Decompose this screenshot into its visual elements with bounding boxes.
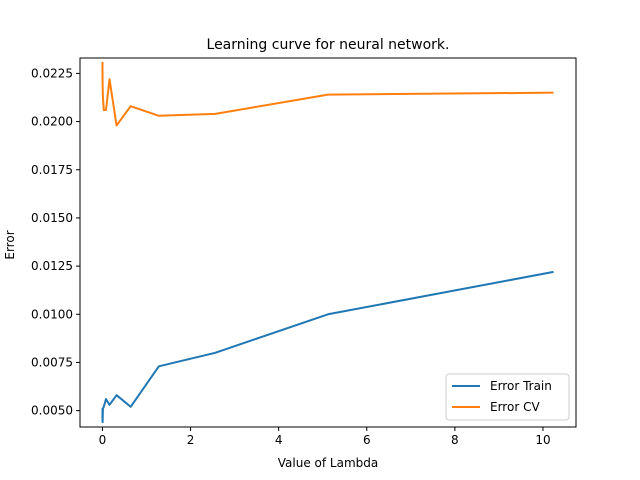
- chart-title: Learning curve for neural network.: [207, 37, 450, 53]
- x-tick-label: 4: [275, 433, 283, 447]
- ticks-layer: 0 2 4 6 8 10 0.0050 0.0075 0.0100 0.0125 0.0150 0.0…: [31, 66, 551, 447]
- x-tick-label: 10: [535, 433, 550, 447]
- legend-label-error-cv: Error CV: [490, 400, 540, 414]
- x-axis-label: Value of Lambda: [278, 456, 378, 470]
- y-tick-label: 0.0150: [31, 211, 73, 225]
- legend: Error Train Error CV: [445, 373, 570, 421]
- x-tick-label: 2: [187, 433, 195, 447]
- legend-label-error-train: Error Train: [490, 379, 552, 393]
- y-tick-label: 0.0225: [31, 66, 73, 80]
- x-tick-label: 6: [363, 433, 371, 447]
- x-tick-label: 0: [99, 433, 107, 447]
- series-line-error-cv: [101, 61, 554, 127]
- series-layer: [101, 61, 554, 424]
- y-tick-label: 0.0175: [31, 163, 73, 177]
- y-tick-label: 0.0050: [31, 404, 73, 418]
- x-tick-label: 8: [451, 433, 459, 447]
- y-tick-label: 0.0125: [31, 259, 73, 273]
- series-line-error-train: [101, 270, 554, 424]
- y-axis-label: Error: [3, 230, 17, 259]
- y-tick-label: 0.0100: [31, 307, 73, 321]
- plot-frame: [79, 57, 577, 428]
- y-tick-label: 0.0075: [31, 355, 73, 369]
- y-tick-label: 0.0200: [31, 115, 73, 129]
